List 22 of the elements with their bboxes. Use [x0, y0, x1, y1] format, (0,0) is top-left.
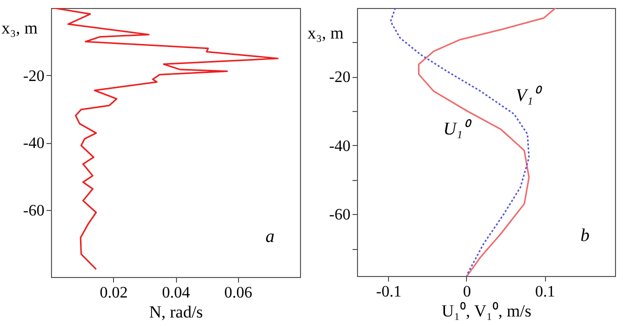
y-tick-label: -20: [329, 69, 350, 86]
x-tick-label: 0.06: [224, 284, 252, 302]
series-label: U₁⁰: [443, 118, 472, 138]
annotation: a: [266, 226, 274, 246]
x-axis-title: N, rad/s: [149, 302, 203, 322]
line-series: [53, 8, 279, 270]
annotation: b: [580, 225, 590, 245]
y-tick-label: -20: [23, 68, 44, 85]
y-tick-label: -40: [329, 138, 350, 155]
x-tick-label: 0.02: [100, 284, 128, 302]
x-tick-label: -0.1: [376, 284, 402, 300]
x-tick-label: 0.04: [162, 284, 190, 302]
y-axis-title: x₃, m: [308, 24, 344, 42]
y-axis-title: x₃, m: [2, 18, 38, 38]
series-label: V₁⁰: [516, 85, 544, 106]
y-tick-label: -60: [329, 206, 350, 224]
x-tick-label: 0.1: [535, 284, 556, 300]
y-tick-label: -40: [23, 135, 44, 152]
x-axis-title: U₁⁰, V₁⁰, m/s: [442, 302, 532, 320]
x-tick-label: 0: [462, 284, 471, 300]
line-series: [418, 8, 556, 276]
y-tick-label: -60: [23, 202, 44, 220]
